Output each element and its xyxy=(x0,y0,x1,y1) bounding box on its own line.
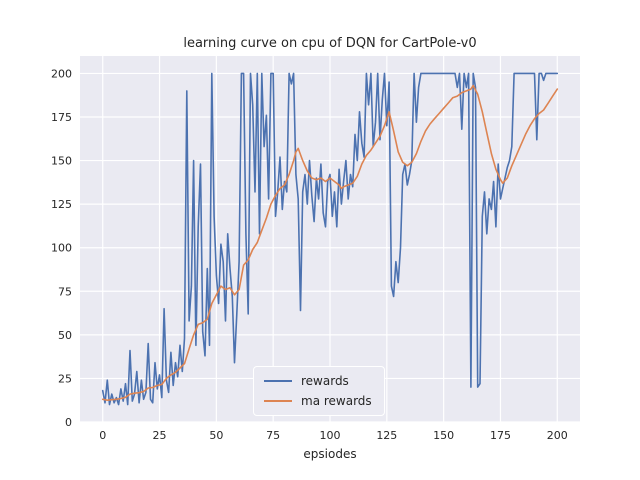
legend-item-rewards: rewards xyxy=(264,374,372,388)
legend-item-ma-rewards: ma rewards xyxy=(264,394,372,408)
rewards-line-swatch xyxy=(264,380,292,382)
svg-text:125: 125 xyxy=(51,198,72,211)
chart-title: learning curve on cpu of DQN for CartPol… xyxy=(183,36,477,51)
ma-rewards-line-swatch xyxy=(264,400,292,402)
legend: rewards ma rewards xyxy=(253,366,385,416)
legend-label-rewards: rewards xyxy=(301,374,349,388)
svg-text:175: 175 xyxy=(490,429,511,442)
svg-text:150: 150 xyxy=(433,429,454,442)
svg-text:100: 100 xyxy=(320,429,341,442)
svg-text:100: 100 xyxy=(51,242,72,255)
svg-text:75: 75 xyxy=(266,429,280,442)
svg-text:150: 150 xyxy=(51,155,72,168)
svg-text:25: 25 xyxy=(153,429,167,442)
svg-text:175: 175 xyxy=(51,111,72,124)
svg-text:0: 0 xyxy=(99,429,106,442)
svg-text:200: 200 xyxy=(547,429,568,442)
svg-text:75: 75 xyxy=(58,285,72,298)
svg-text:50: 50 xyxy=(58,329,72,342)
svg-text:0: 0 xyxy=(65,416,72,429)
svg-text:125: 125 xyxy=(376,429,397,442)
svg-text:25: 25 xyxy=(58,372,72,385)
svg-text:50: 50 xyxy=(209,429,223,442)
svg-text:200: 200 xyxy=(51,67,72,80)
x-axis-label: epsiodes xyxy=(303,447,357,461)
legend-label-ma-rewards: ma rewards xyxy=(301,394,372,408)
